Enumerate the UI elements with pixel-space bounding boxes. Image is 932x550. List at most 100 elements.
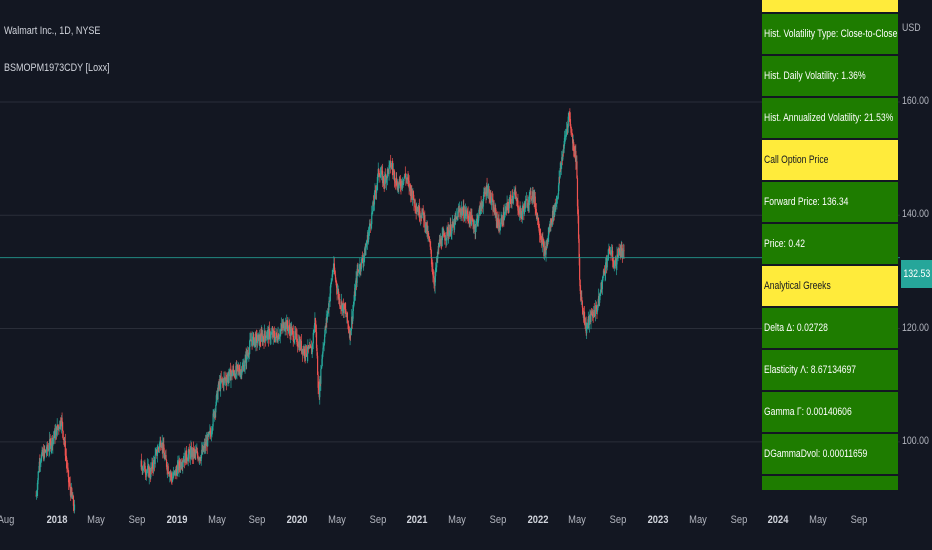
candle-body — [437, 252, 439, 259]
candle-body — [604, 272, 606, 275]
candle-body — [509, 197, 511, 203]
candle-body — [281, 325, 283, 327]
indicator-info-table: Hist. Volatility Type: Close-to-Close His… — [762, 0, 898, 490]
candle-body — [554, 204, 556, 216]
candle-body — [211, 426, 214, 431]
candle-body — [294, 331, 296, 340]
candle-body — [48, 448, 50, 451]
candle-body — [548, 230, 550, 236]
candle-body — [407, 179, 410, 181]
candle-body — [504, 211, 506, 218]
candle-body — [311, 344, 313, 355]
candle-body — [158, 443, 161, 449]
candle-body — [471, 218, 474, 220]
time-tick-label: 2023 — [647, 514, 669, 526]
candle-body — [156, 453, 158, 456]
candle-body — [542, 240, 544, 244]
candle-body — [262, 336, 264, 342]
candle-body — [168, 473, 170, 475]
candle-body — [421, 212, 423, 219]
candle-body — [501, 216, 503, 225]
info-table-cell: Hist. Volatility Type: Close-to-Close — [764, 28, 898, 40]
candle-body — [449, 231, 451, 237]
candle-body — [609, 251, 611, 254]
candle-body — [141, 460, 143, 467]
candle-body — [369, 223, 371, 225]
candle-body — [61, 417, 63, 423]
indicator-title[interactable]: BSMOPM1973CDY [Loxx] — [4, 62, 110, 74]
candle-body — [510, 198, 512, 203]
candle-body — [344, 308, 346, 310]
candle-body — [215, 395, 217, 405]
candle-body — [365, 245, 367, 248]
candle-body — [215, 404, 217, 413]
candle-body — [537, 217, 540, 228]
candle-body — [555, 203, 557, 205]
candle-body — [414, 199, 416, 208]
candle-body — [334, 274, 337, 280]
candle-body — [411, 189, 413, 200]
time-tick-label: Sep — [610, 514, 627, 526]
candle-body — [211, 430, 213, 433]
candle-body — [450, 224, 452, 236]
candle-body — [535, 209, 537, 217]
time-tick-label: May — [87, 514, 106, 526]
candle-body — [250, 339, 252, 342]
candle-body — [248, 347, 250, 355]
candle-body — [266, 337, 268, 339]
candle-body — [424, 215, 426, 228]
info-table-row: Elasticity Λ: 8.67134697 — [762, 350, 898, 390]
candle-body — [231, 370, 233, 376]
candle-body — [287, 327, 289, 331]
candle-body — [312, 332, 314, 344]
time-tick-label: 2021 — [407, 514, 428, 526]
candle-body — [441, 235, 443, 247]
candle-body — [603, 271, 606, 275]
candle-body — [69, 483, 71, 490]
candle-body — [463, 206, 465, 219]
info-table-row: Hist. Daily Volatility: 1.36% — [762, 56, 898, 96]
candle-body — [468, 218, 470, 219]
candle-body — [443, 232, 445, 237]
candle-body — [547, 235, 549, 241]
candle-body — [248, 354, 250, 356]
candle-body — [428, 236, 430, 241]
candle-body — [199, 457, 201, 460]
candle-body — [576, 178, 579, 207]
candle-body — [429, 241, 431, 247]
candle-body — [495, 208, 497, 212]
candle-body — [37, 471, 39, 481]
candle-body — [344, 304, 346, 309]
candle-body — [538, 227, 540, 231]
candle-body — [479, 203, 482, 215]
candle-body — [223, 377, 225, 386]
candle-body — [543, 247, 546, 256]
candle-body — [507, 202, 509, 204]
candle-body — [340, 306, 342, 308]
candle-body — [618, 248, 620, 258]
candle-body — [329, 293, 331, 302]
candle-body — [503, 217, 505, 220]
candle-body — [557, 185, 560, 195]
candle-body — [210, 432, 213, 436]
candle-body — [622, 250, 624, 258]
candle-body — [313, 332, 315, 334]
candle-body — [603, 270, 605, 272]
symbol-title[interactable]: Walmart Inc., 1D, NYSE — [4, 25, 101, 37]
candle-body — [506, 202, 508, 211]
candle-body — [195, 451, 197, 454]
candle-body — [621, 248, 623, 251]
candle-body — [241, 371, 243, 376]
candle-body — [232, 373, 234, 376]
candle-body — [544, 247, 546, 251]
candle-body — [351, 316, 353, 328]
candle-body — [435, 267, 437, 268]
candle-body — [385, 176, 387, 183]
candle-body — [332, 267, 334, 272]
candle-body — [546, 239, 548, 248]
candle-body — [507, 203, 509, 207]
candle-body — [242, 366, 244, 368]
candle-body — [334, 271, 336, 275]
candle-body — [577, 215, 580, 239]
